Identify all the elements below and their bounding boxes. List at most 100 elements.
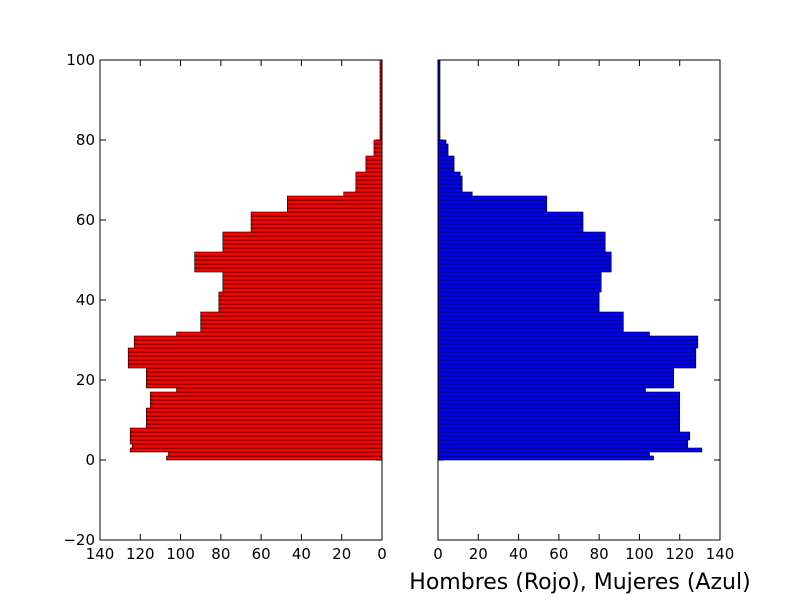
men-bar-age-64 xyxy=(287,199,383,205)
men-x-tick-label: 0 xyxy=(377,545,387,563)
men-bar-age-5 xyxy=(129,435,383,441)
men-bar-age-53 xyxy=(222,243,383,249)
women-panel: 0 20 40 60 80 100 120 140 xyxy=(433,59,734,563)
women-bar-age-33 xyxy=(437,323,624,329)
men-bar-age-8 xyxy=(146,423,383,429)
men-bar-age-42 xyxy=(222,287,383,293)
women-bar-age-18 xyxy=(437,383,674,389)
women-bar-age-66 xyxy=(437,191,473,197)
men-bar-age-39 xyxy=(218,299,383,305)
men-bar-age-25 xyxy=(127,355,383,361)
women-bar-age-48 xyxy=(437,263,612,269)
men-x-axis: 0 20 40 60 80 100 120 140 xyxy=(86,60,387,563)
women-bar-age-77 xyxy=(437,147,449,153)
women-bar-age-8 xyxy=(437,423,681,429)
men-bar-age-34 xyxy=(200,319,383,325)
men-x-tick-label: 20 xyxy=(332,545,351,563)
women-x-axis: 0 20 40 60 80 100 120 140 xyxy=(433,60,734,563)
men-y-axis: −20 0 20 40 60 80 100 xyxy=(63,51,382,549)
men-bar-age-2 xyxy=(129,447,383,453)
women-bar-age-34 xyxy=(437,319,624,325)
women-bar-age-12 xyxy=(437,407,681,413)
men-bar-age-4 xyxy=(129,439,383,445)
men-bar-age-54 xyxy=(222,239,383,245)
men-bar-age-72 xyxy=(365,167,383,173)
women-bar-age-73 xyxy=(437,163,455,169)
women-bar-age-60 xyxy=(437,215,584,221)
women-bar-age-3 xyxy=(437,443,689,449)
men-bar-age-60 xyxy=(250,215,383,221)
women-bar-age-23 xyxy=(437,363,697,369)
men-bar-age-45 xyxy=(222,275,383,281)
women-bar-age-52 xyxy=(437,247,606,253)
men-bar-age-71 xyxy=(355,171,383,177)
women-bar-age-74 xyxy=(437,159,455,165)
women-bar-age-26 xyxy=(437,351,697,357)
women-bar-age-55 xyxy=(437,235,606,241)
women-bar-age-70 xyxy=(437,175,463,181)
women-bar-age-25 xyxy=(437,355,697,361)
women-bar-age-39 xyxy=(437,299,600,305)
men-panel: −20 0 20 40 60 80 100 0 20 40 60 80 100 120 140 xyxy=(63,51,386,563)
men-bar-age-17 xyxy=(176,387,383,393)
men-bar-age-0 xyxy=(166,455,383,461)
men-bar-age-43 xyxy=(222,283,383,289)
men-bar-age-28 xyxy=(133,343,383,349)
men-bars xyxy=(127,59,383,461)
men-bar-age-18 xyxy=(146,383,383,389)
women-x-tick-label: 80 xyxy=(590,545,609,563)
men-bar-age-9 xyxy=(146,419,383,425)
men-bar-age-35 xyxy=(200,315,383,321)
men-x-tick-label: 80 xyxy=(211,545,230,563)
women-bar-age-71 xyxy=(437,171,461,177)
men-bar-age-31 xyxy=(176,331,383,337)
women-bar-age-45 xyxy=(437,275,602,281)
y-tick-label: 0 xyxy=(85,451,95,469)
y-tick-label: 40 xyxy=(76,291,95,309)
women-bar-age-61 xyxy=(437,211,584,217)
women-x-tick-label: 60 xyxy=(549,545,568,563)
men-bar-age-38 xyxy=(218,303,383,309)
men-bar-age-12 xyxy=(146,407,383,413)
men-bar-age-50 xyxy=(194,255,383,261)
women-bar-age-1 xyxy=(437,451,650,457)
women-bar-age-76 xyxy=(437,151,449,157)
women-bar-age-47 xyxy=(437,267,612,273)
women-bar-age-40 xyxy=(437,295,600,301)
men-bar-age-46 xyxy=(222,271,383,277)
men-bar-age-44 xyxy=(222,279,383,285)
women-bar-age-30 xyxy=(437,335,699,341)
men-bar-age-20 xyxy=(146,375,383,381)
women-x-tick-label: 140 xyxy=(706,545,735,563)
men-bar-age-67 xyxy=(355,187,383,193)
men-bar-age-30 xyxy=(133,335,383,341)
women-bar-age-79 xyxy=(437,139,447,145)
men-bar-age-47 xyxy=(194,267,383,273)
men-bar-age-40 xyxy=(218,295,383,301)
women-bar-age-20 xyxy=(437,375,674,381)
women-bar-age-67 xyxy=(437,187,463,193)
women-bars xyxy=(437,59,703,461)
men-bar-age-51 xyxy=(194,251,383,257)
men-bar-age-73 xyxy=(365,163,383,169)
men-bar-age-37 xyxy=(218,307,383,313)
x-axis-label: Hombres (Rojo), Mujeres (Azul) xyxy=(409,570,750,595)
women-bar-age-44 xyxy=(437,279,602,285)
women-bar-age-22 xyxy=(437,367,674,373)
men-bar-age-76 xyxy=(373,151,383,157)
women-x-tick-label: 0 xyxy=(433,545,443,563)
men-bar-age-70 xyxy=(355,175,383,181)
women-bar-age-2 xyxy=(437,447,703,453)
women-bar-age-72 xyxy=(437,167,455,173)
women-bar-age-5 xyxy=(437,435,691,441)
women-bar-age-14 xyxy=(437,399,681,405)
women-bar-age-62 xyxy=(437,207,548,213)
men-bar-age-26 xyxy=(127,351,383,357)
women-x-tick-label: 120 xyxy=(665,545,694,563)
men-bar-age-77 xyxy=(373,147,383,153)
men-x-tick-label: 100 xyxy=(166,545,195,563)
men-bar-age-27 xyxy=(127,347,383,353)
women-bar-age-75 xyxy=(437,155,455,161)
men-bar-age-41 xyxy=(218,291,383,297)
